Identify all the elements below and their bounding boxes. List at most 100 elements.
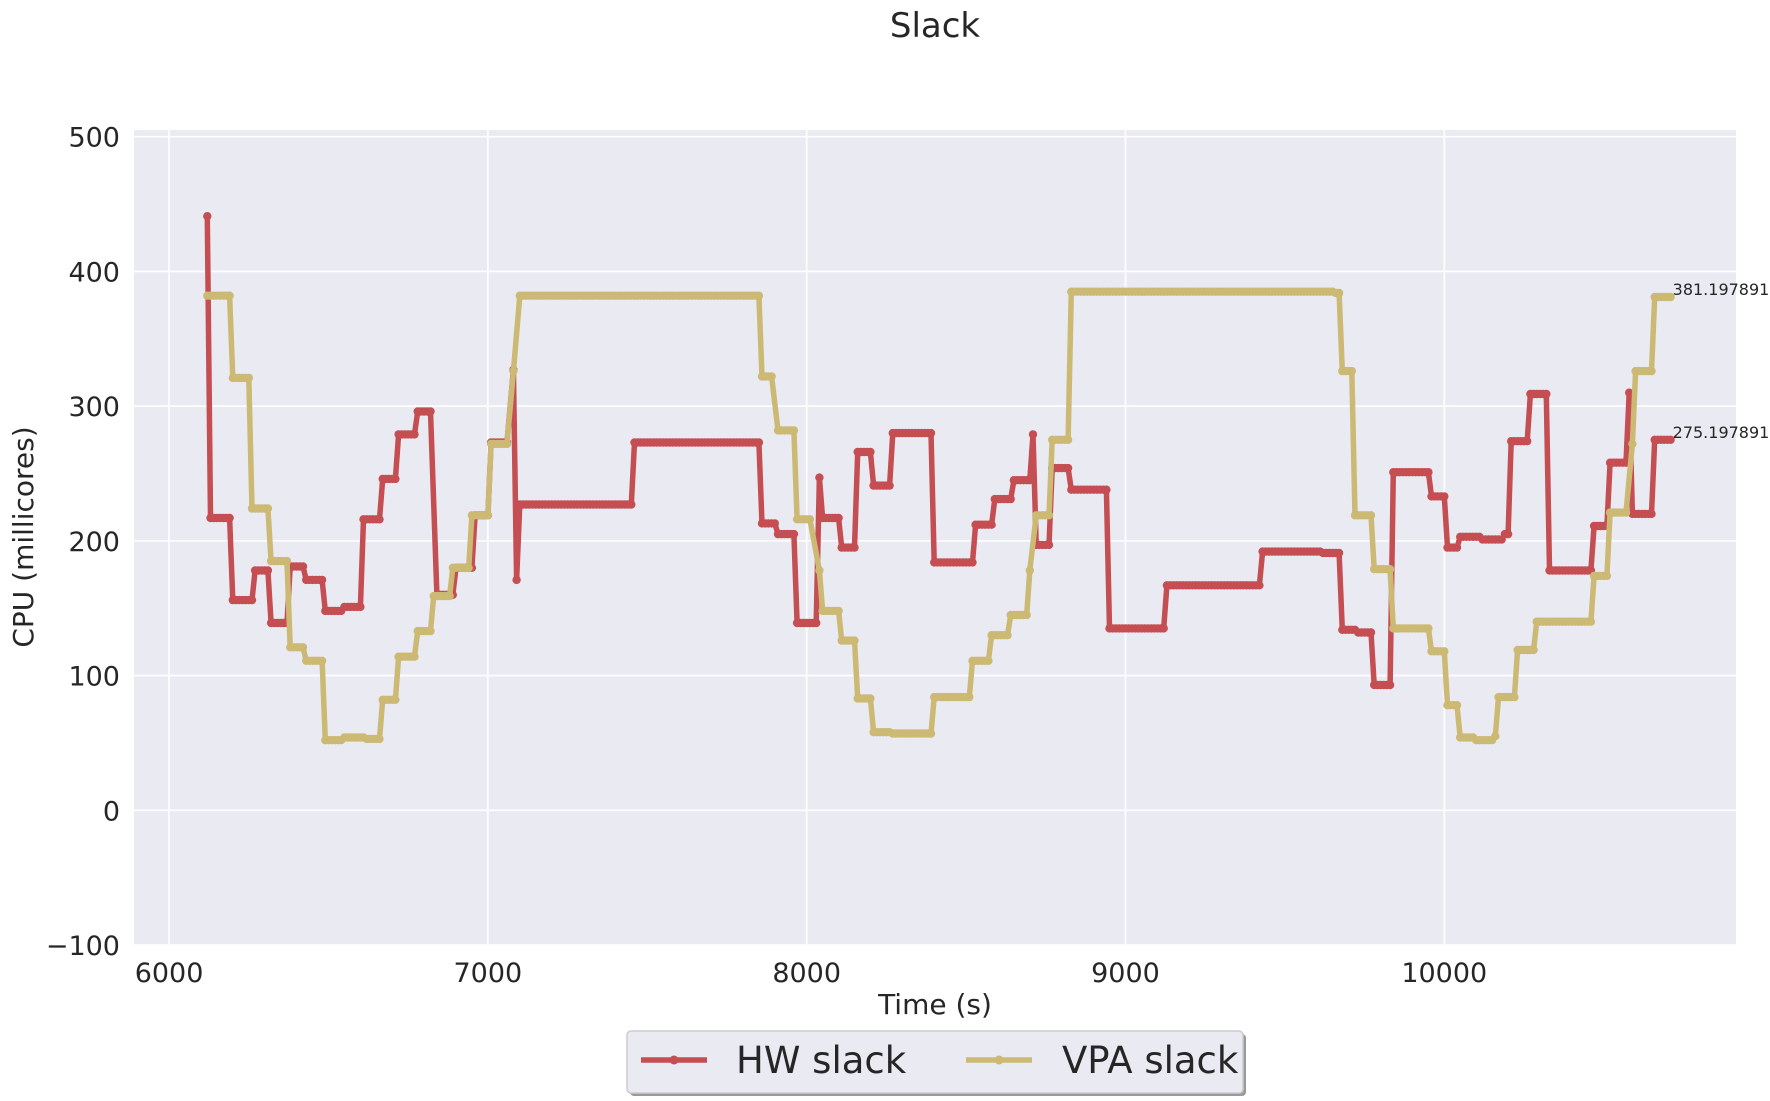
data-point <box>1625 388 1634 397</box>
end-value-label-vpa-slack: 381.197891 <box>1673 280 1770 299</box>
y-tick-label: 0 <box>103 796 120 827</box>
data-point <box>815 473 824 482</box>
data-point <box>1366 511 1376 520</box>
data-point <box>1510 692 1519 702</box>
data-point <box>1440 492 1449 501</box>
data-point <box>1628 439 1637 449</box>
legend-marker-hw-slack <box>669 1055 679 1065</box>
data-point <box>1025 566 1035 575</box>
data-point <box>1102 485 1111 494</box>
data-point <box>426 407 435 416</box>
data-point <box>426 626 435 636</box>
data-point <box>984 656 993 665</box>
data-point <box>483 511 493 520</box>
data-point <box>1385 565 1395 574</box>
y-tick-label: 300 <box>68 392 120 423</box>
data-point <box>866 694 875 703</box>
data-point <box>317 575 327 585</box>
data-point <box>1044 511 1054 520</box>
data-point <box>1424 624 1433 633</box>
data-point <box>812 618 821 628</box>
y-tick-label: −100 <box>46 931 120 962</box>
data-point <box>1647 509 1656 519</box>
data-point <box>410 430 419 439</box>
data-point <box>1385 680 1395 690</box>
data-point <box>1666 435 1675 444</box>
data-point <box>1452 701 1462 710</box>
data-point <box>298 643 308 652</box>
data-point <box>1586 617 1596 626</box>
data-point <box>1647 366 1656 376</box>
data-point <box>1003 631 1012 640</box>
chart-title: Slack <box>890 6 981 46</box>
data-point <box>789 426 799 435</box>
data-point <box>926 428 936 438</box>
y-tick-label: 500 <box>68 123 120 154</box>
legend-item-vpa-slack[interactable]: VPA slack <box>966 1039 1239 1082</box>
data-point <box>298 562 308 571</box>
data-point <box>282 556 292 566</box>
data-point <box>391 474 400 484</box>
data-point <box>815 566 824 575</box>
data-point <box>866 447 875 457</box>
data-point <box>464 563 473 572</box>
series-vpa-slack <box>203 287 1675 745</box>
data-point <box>1006 494 1015 504</box>
data-point <box>1503 529 1513 539</box>
y-tick-labels: −100 0 100 200 300 400 500 <box>46 123 120 962</box>
data-point <box>1440 647 1449 656</box>
data-point <box>1334 548 1344 558</box>
data-point <box>1255 581 1264 590</box>
legend-box <box>626 1030 1244 1094</box>
y-tick-label: 200 <box>68 527 120 558</box>
x-tick-labels: 6000 7000 8000 9000 10000 <box>135 958 1488 989</box>
data-point <box>770 519 779 528</box>
data-point <box>356 602 365 612</box>
data-point <box>247 595 257 605</box>
data-point <box>375 734 384 744</box>
data-point <box>445 591 454 601</box>
data-point <box>263 504 273 513</box>
data-point <box>1028 430 1038 439</box>
legend-label-hw-slack: HW slack <box>736 1039 907 1082</box>
data-point <box>509 366 518 376</box>
end-labels: 275.197891 381.197891 <box>1673 280 1770 442</box>
data-point <box>203 212 212 221</box>
legend-label-vpa-slack: VPA slack <box>1062 1039 1239 1082</box>
x-tick-label: 6000 <box>135 958 204 989</box>
data-point <box>410 652 419 661</box>
data-point <box>225 513 234 523</box>
y-axis-label: CPU (millicores) <box>7 426 40 647</box>
legend-item-hw-slack[interactable]: HW slack <box>641 1039 907 1082</box>
y-tick-label: 400 <box>68 257 120 288</box>
data-point <box>1529 645 1538 655</box>
data-point <box>1424 468 1433 477</box>
data-point <box>1025 476 1035 485</box>
data-point <box>225 291 234 300</box>
data-point <box>1366 628 1376 637</box>
data-point <box>965 692 974 702</box>
data-point <box>805 515 815 524</box>
data-point <box>1542 389 1551 399</box>
data-point <box>244 373 253 383</box>
data-point <box>1063 435 1073 444</box>
data-point <box>1159 624 1168 633</box>
legend: HW slack VPA slack <box>626 1030 1246 1096</box>
data-point <box>1602 571 1612 581</box>
x-tick-label: 10000 <box>1401 958 1487 989</box>
data-point <box>627 500 636 509</box>
data-point <box>834 606 843 616</box>
data-point <box>391 695 400 704</box>
data-point <box>754 291 764 300</box>
data-point <box>968 558 977 567</box>
data-point <box>512 575 521 585</box>
x-axis-label: Time (s) <box>877 988 992 1021</box>
data-point <box>926 729 936 738</box>
data-point <box>1044 540 1054 550</box>
data-point <box>789 529 799 539</box>
data-point <box>375 515 384 524</box>
data-point <box>1523 437 1532 446</box>
data-point <box>885 481 894 490</box>
data-point <box>850 636 859 645</box>
